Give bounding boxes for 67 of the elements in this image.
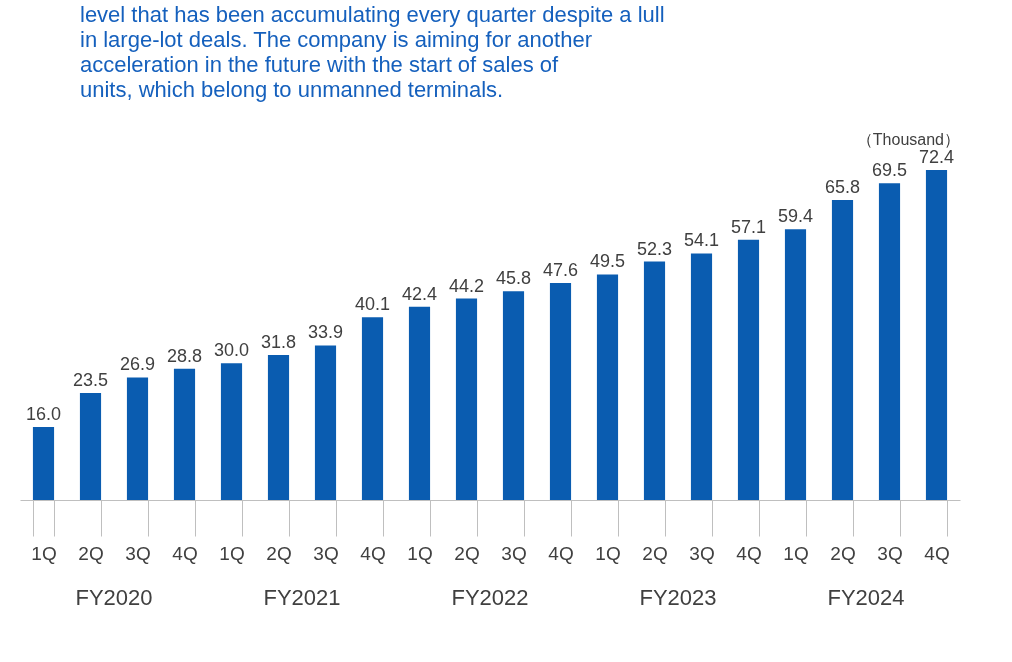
x-tick-label: 4Q <box>360 542 386 564</box>
bar <box>831 200 854 500</box>
data-label: 47.6 <box>542 260 579 281</box>
bar <box>220 363 243 500</box>
x-tick-label: 4Q <box>548 542 574 564</box>
x-tick-label: 1Q <box>31 542 57 564</box>
data-label: 33.9 <box>307 322 344 343</box>
data-label: 54.1 <box>683 230 720 251</box>
data-label: 45.8 <box>495 268 532 289</box>
x-tick-label: 3Q <box>877 542 903 564</box>
bar <box>878 183 901 500</box>
data-label: 57.1 <box>730 216 767 237</box>
bar <box>173 368 196 500</box>
bar <box>314 345 337 500</box>
x-tick-label: 1Q <box>407 542 433 564</box>
data-label: 16.0 <box>25 404 62 425</box>
x-tick-label: 4Q <box>736 542 762 564</box>
data-label: 65.8 <box>824 177 861 198</box>
bar <box>408 306 431 500</box>
x-tick-label: 4Q <box>924 542 950 564</box>
x-tick-label: 2Q <box>78 542 104 564</box>
x-tick-label: 3Q <box>689 542 715 564</box>
x-tick-label: 2Q <box>266 542 292 564</box>
chart-title: level that has been accumulating every quarter despite a lull in large-lot deals. The company is aiming for another acceleration in the future with the start of sales of units, which belong to unmanned terminals. <box>80 2 665 102</box>
x-tick-label: 2Q <box>830 542 856 564</box>
data-label: 59.4 <box>777 206 814 227</box>
x-tick-label: 1Q <box>219 542 245 564</box>
bar <box>267 355 290 500</box>
bar <box>690 253 713 500</box>
bar <box>643 261 666 500</box>
data-label: 52.3 <box>636 238 673 259</box>
bar <box>596 274 619 500</box>
x-tick-label: 3Q <box>125 542 151 564</box>
data-label: 44.2 <box>448 275 485 296</box>
text: FY2022 <box>451 585 529 610</box>
bar <box>549 283 572 500</box>
bar <box>32 427 55 500</box>
bar <box>126 377 149 500</box>
data-label: 31.8 <box>260 332 297 353</box>
bar <box>784 229 807 500</box>
data-label: 69.5 <box>871 160 908 181</box>
text: FY2023 <box>639 585 717 610</box>
x-tick-label: 2Q <box>454 542 480 564</box>
data-label: 72.4 <box>918 147 955 167</box>
x-tick-label: 3Q <box>501 542 527 564</box>
data-label: 26.9 <box>119 354 156 375</box>
data-label: 23.5 <box>72 369 109 390</box>
data-label: 30.0 <box>213 340 250 361</box>
y-axis-title: （Thousand） <box>856 131 960 148</box>
bar <box>925 170 948 500</box>
text: FY2024 <box>827 585 905 610</box>
data-label: 28.8 <box>166 345 203 366</box>
text: FY2020 <box>75 585 153 610</box>
x-tick-label: 3Q <box>313 542 339 564</box>
data-label: 49.5 <box>589 251 626 272</box>
x-tick-label: 1Q <box>595 542 621 564</box>
x-tick-label: 4Q <box>172 542 198 564</box>
text: FY2021 <box>263 585 341 610</box>
bar <box>79 392 102 500</box>
data-label: 42.4 <box>401 283 438 304</box>
data-label: 40.1 <box>354 294 391 315</box>
bar <box>737 239 760 500</box>
bar <box>455 298 478 500</box>
x-tick-label: 2Q <box>642 542 668 564</box>
bar <box>502 291 525 500</box>
x-tick-label: 1Q <box>783 542 809 564</box>
bar <box>361 317 384 500</box>
